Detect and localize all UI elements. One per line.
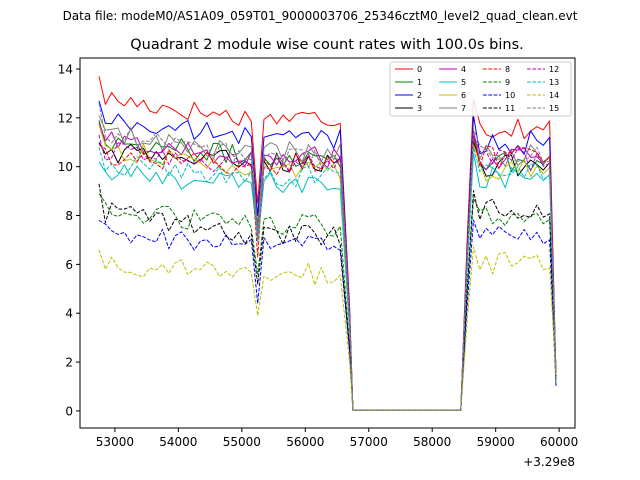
legend-label-14: 14 xyxy=(549,91,559,100)
legend-label-9: 9 xyxy=(505,78,510,87)
x-tick-label: 53000 xyxy=(96,435,134,449)
legend-label-13: 13 xyxy=(549,78,559,87)
legend-label-11: 11 xyxy=(505,104,515,113)
y-tick-label: 8 xyxy=(65,209,73,223)
axis-layer: 53000 54000 55000 56000 57000 58000 59000 60000… xyxy=(58,62,579,449)
legend-label-1: 1 xyxy=(417,78,422,87)
x-tick-label: 57000 xyxy=(350,435,388,449)
legend-label-7: 7 xyxy=(461,104,466,113)
series-line-10 xyxy=(98,219,557,411)
legend-label-10: 10 xyxy=(505,91,515,100)
x-tick-label: 54000 xyxy=(159,435,197,449)
figure-suptitle: Data file: modeM0/AS1A09_059T01_90000037… xyxy=(63,9,578,23)
y-tick-label: 10 xyxy=(58,160,73,174)
y-tick-label: 6 xyxy=(65,258,73,272)
series-line-15 xyxy=(98,103,557,411)
legend-label-2: 2 xyxy=(417,91,422,100)
chart-title: Quadrant 2 module wise count rates with … xyxy=(130,37,524,53)
legend-label-15: 15 xyxy=(549,104,559,113)
x-tick-label: 58000 xyxy=(413,435,451,449)
legend-label-8: 8 xyxy=(505,65,510,74)
x-tick-label: 60000 xyxy=(540,435,578,449)
legend-label-0: 0 xyxy=(417,65,422,74)
y-tick-label: 0 xyxy=(65,404,73,418)
series-line-5 xyxy=(98,152,557,411)
series-line-2 xyxy=(98,100,557,411)
series-line-14 xyxy=(98,246,557,411)
series-line-0 xyxy=(98,76,557,411)
legend-box xyxy=(389,61,572,117)
series-line-13 xyxy=(98,146,557,411)
legend-label-6: 6 xyxy=(461,91,466,100)
series-layer xyxy=(98,76,557,411)
series-line-12 xyxy=(98,133,557,411)
series-line-6 xyxy=(98,125,557,411)
y-tick-label: 12 xyxy=(58,111,73,125)
y-tick-label: 4 xyxy=(65,307,73,321)
x-tick-label: 55000 xyxy=(223,435,261,449)
legend-label-4: 4 xyxy=(461,65,466,74)
plot-frame xyxy=(79,57,576,429)
x-offset-label: +3.29e8 xyxy=(523,455,575,469)
legend-label-12: 12 xyxy=(549,65,559,74)
y-tick-label: 14 xyxy=(58,62,73,76)
legend-label-3: 3 xyxy=(417,104,422,113)
x-tick-label: 59000 xyxy=(477,435,515,449)
legend-label-5: 5 xyxy=(461,78,466,87)
y-tick-label: 2 xyxy=(65,356,73,370)
x-tick-label: 56000 xyxy=(286,435,324,449)
series-line-11 xyxy=(98,183,557,411)
series-line-7 xyxy=(98,115,557,411)
